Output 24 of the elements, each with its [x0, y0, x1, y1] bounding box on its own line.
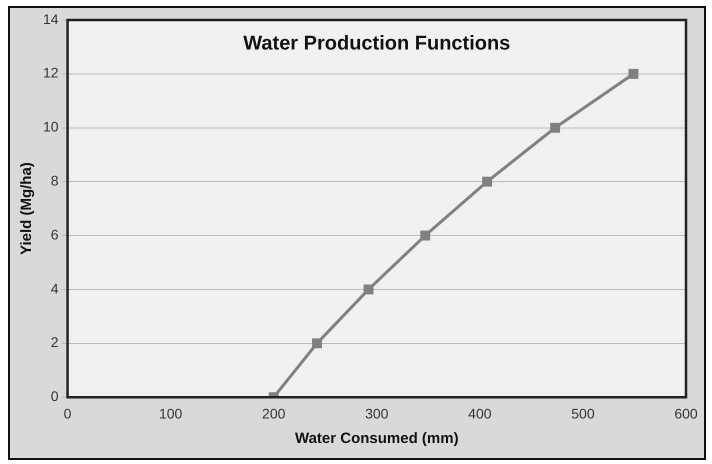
- point: [364, 284, 374, 294]
- x-axis-title: Water Consumed (mm): [294, 430, 459, 448]
- x-tick-label: 200: [262, 405, 286, 422]
- point: [628, 68, 638, 79]
- y-tick-label: 0: [50, 388, 59, 404]
- y-tick-label: 10: [42, 118, 59, 135]
- y-tick-label: 8: [50, 172, 59, 189]
- x-tick-label: 0: [64, 405, 72, 422]
- y-tick-label: 14: [42, 10, 59, 27]
- point: [482, 176, 492, 187]
- point: [420, 230, 430, 240]
- text: Water Production Functions: [243, 32, 510, 55]
- x-tick-label: 400: [468, 405, 492, 422]
- x-tick-label: 300: [365, 405, 389, 422]
- y-tick-label: 4: [50, 280, 59, 296]
- x-tick-label: 500: [571, 405, 595, 422]
- y-tick-label: 6: [50, 226, 59, 242]
- x-tick-label: 600: [674, 405, 698, 422]
- y-tick-label: 2: [50, 334, 59, 350]
- y-tick-label: 12: [42, 64, 59, 81]
- y-axis-title: Yield (Mg/ha): [18, 162, 36, 255]
- x-tick-label: 100: [158, 405, 183, 422]
- point: [550, 122, 560, 133]
- point: [312, 338, 322, 348]
